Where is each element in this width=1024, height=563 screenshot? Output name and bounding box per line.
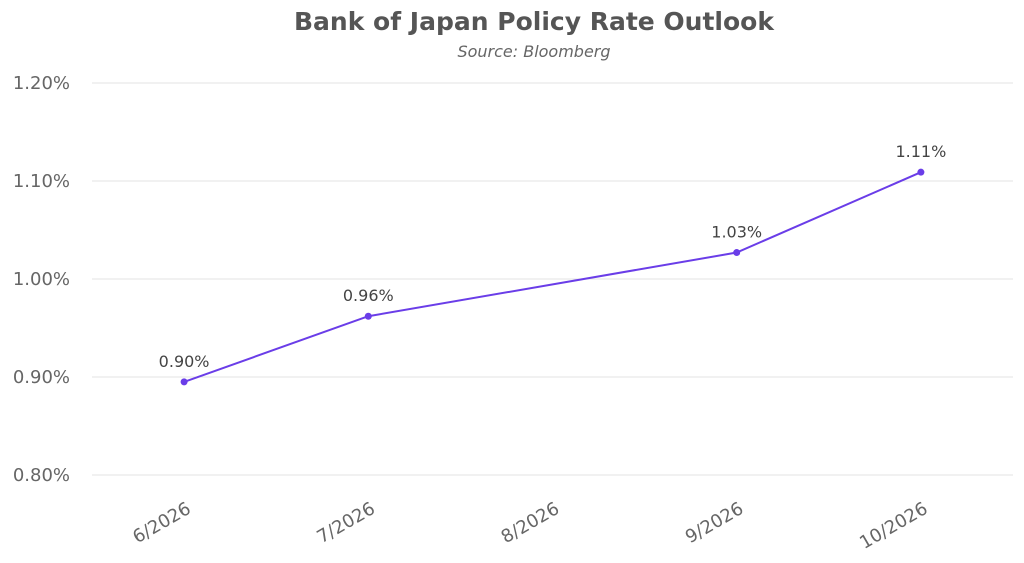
y-tick-label: 1.00% <box>13 269 70 290</box>
x-tick-label: 7/2026 <box>313 498 378 548</box>
y-tick-label: 0.80% <box>13 465 70 486</box>
y-tick-label: 0.90% <box>13 367 70 388</box>
y-tick-label: 1.20% <box>13 73 70 94</box>
data-label: 1.11% <box>895 142 946 161</box>
x-tick-label: 8/2026 <box>498 498 563 548</box>
data-label: 0.96% <box>343 286 394 305</box>
data-label: 0.90% <box>159 352 210 371</box>
y-tick-label: 1.10% <box>13 171 70 192</box>
data-point <box>917 168 925 176</box>
data-label: 1.03% <box>711 223 762 242</box>
series-line <box>183 171 922 383</box>
chart-subtitle: Source: Bloomberg <box>457 42 610 61</box>
x-tick-label: 10/2026 <box>856 498 931 554</box>
data-point <box>733 249 741 257</box>
data-point <box>364 312 372 320</box>
x-tick-label: 9/2026 <box>682 498 747 548</box>
x-tick-label: 6/2026 <box>129 498 194 548</box>
chart-title: Bank of Japan Policy Rate Outlook <box>294 7 775 36</box>
data-point <box>180 378 188 386</box>
